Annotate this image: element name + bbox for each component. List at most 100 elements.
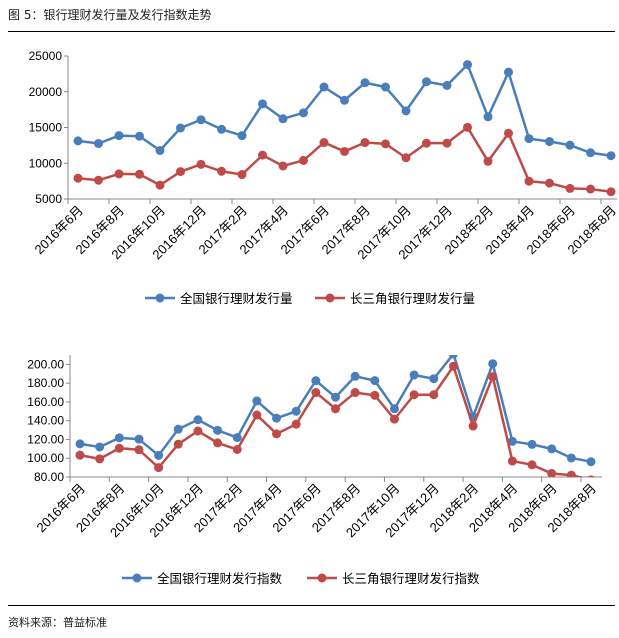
legend-marker (317, 573, 327, 583)
data-point (134, 445, 144, 455)
data-point (311, 388, 321, 398)
data-point (299, 108, 308, 118)
data-point (463, 60, 472, 70)
data-point (95, 454, 105, 464)
data-point (278, 114, 288, 124)
data-point (422, 77, 431, 87)
data-point (114, 433, 124, 443)
data-point (547, 469, 557, 477)
data-point (252, 396, 262, 406)
data-point (73, 173, 83, 183)
data-point (429, 390, 439, 400)
data-point (507, 456, 517, 466)
legend-label: 长三角银行理财发行指数 (342, 571, 480, 586)
data-point (114, 169, 124, 179)
data-point (442, 80, 452, 90)
legend-label: 全国银行理财发行量 (180, 291, 293, 306)
data-point (565, 140, 575, 150)
y-tick-label: 5000 (35, 192, 62, 206)
data-point (252, 410, 262, 420)
y-tick-label: 10000 (29, 156, 63, 170)
data-point (340, 95, 349, 105)
data-point (217, 166, 226, 176)
data-point (258, 150, 267, 160)
data-point (587, 475, 595, 477)
data-point (381, 139, 390, 149)
data-point (524, 176, 534, 186)
data-point (176, 167, 185, 177)
data-point (401, 153, 411, 163)
bottom-divider (8, 605, 615, 606)
data-point (217, 124, 226, 134)
figure-title: 图 5：银行理财发行量及发行指数走势 (8, 8, 212, 22)
data-point (350, 371, 360, 381)
data-point (507, 436, 517, 446)
data-point (75, 450, 85, 460)
data-point (565, 183, 575, 193)
data-point (258, 99, 267, 109)
data-point (193, 426, 203, 436)
data-point (350, 388, 360, 398)
issuance-index-chart: 80.00 100.00 120.00 140.00 160.00 180.00 200.0… (27, 355, 602, 586)
data-point (176, 123, 185, 133)
data-point (547, 444, 557, 454)
data-point (232, 445, 242, 455)
data-point (504, 128, 513, 138)
data-point (173, 439, 183, 449)
data-point (463, 122, 472, 132)
data-point (134, 434, 144, 444)
y-tick-label: 25000 (29, 49, 63, 63)
data-point (483, 156, 493, 166)
data-point (360, 78, 370, 88)
data-point (196, 159, 206, 169)
legend-marker (325, 293, 335, 303)
data-point (272, 429, 282, 439)
data-point (606, 151, 616, 161)
data-point (442, 138, 452, 148)
data-point (524, 134, 534, 144)
data-point (586, 148, 595, 158)
data-point (566, 453, 576, 463)
data-point (340, 146, 349, 156)
data-point (389, 404, 399, 414)
data-point (237, 170, 247, 180)
data-point (193, 415, 203, 425)
data-point (401, 106, 411, 116)
data-point (409, 390, 419, 400)
data-point (331, 392, 340, 402)
y-tick-label: 80.00 (34, 470, 64, 484)
data-point (135, 169, 144, 179)
series-regional (75, 361, 595, 477)
data-point (311, 376, 321, 386)
data-point (545, 137, 554, 147)
data-point (370, 376, 380, 386)
data-point (488, 372, 498, 382)
data-point (488, 359, 498, 369)
y-tick-label: 100.00 (27, 451, 64, 465)
y-tick-label: 200.00 (27, 357, 64, 371)
data-point (429, 374, 439, 384)
data-point (95, 442, 105, 452)
data-point (278, 161, 288, 171)
data-point (586, 457, 596, 467)
data-point (468, 421, 478, 431)
legend-label: 长三角银行理财发行量 (350, 291, 475, 306)
legend-marker (132, 573, 142, 583)
data-point (527, 439, 537, 449)
data-point (422, 138, 431, 148)
data-point (291, 419, 301, 429)
data-point (173, 424, 183, 434)
data-point (154, 463, 164, 473)
data-point (73, 136, 83, 146)
data-point (299, 155, 308, 165)
data-point (291, 406, 301, 416)
y-tick-label: 140.00 (27, 414, 64, 428)
y-tick-label: 120.00 (27, 432, 64, 446)
data-point (504, 67, 513, 77)
data-point (213, 425, 223, 435)
data-point (272, 413, 282, 423)
data-point (545, 178, 554, 188)
data-point (213, 438, 223, 448)
data-point (483, 112, 493, 122)
y-tick-label: 160.00 (27, 395, 64, 409)
